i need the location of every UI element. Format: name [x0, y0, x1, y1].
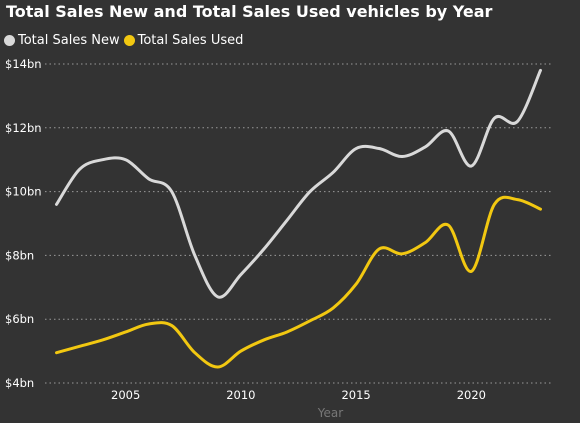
series-line-total-sales-new[interactable] — [55, 68, 542, 299]
y-tick-label-12bn: $12bn — [5, 121, 42, 135]
series-line-total-sales-used[interactable] — [55, 195, 542, 369]
legend-item-total-sales-new[interactable]: Total Sales New — [4, 33, 120, 48]
y-tick-label-10bn: $10bn — [5, 185, 42, 199]
legend-label-total-sales-used: Total Sales Used — [137, 33, 244, 48]
legend-marker-total-sales-new — [4, 35, 15, 46]
x-axis-tick-labels: 2005 2010 2015 2020 — [111, 388, 486, 402]
y-axis-tick-labels: $4bn $6bn $8bn $10bn $12bn $14bn — [5, 57, 42, 390]
legend: Total Sales New Total Sales Used — [4, 33, 247, 48]
x-tick-label-2020: 2020 — [457, 388, 486, 402]
gridlines — [45, 63, 552, 384]
x-tick-label-2005: 2005 — [111, 388, 140, 402]
x-axis-title: Year — [317, 406, 343, 420]
legend-label-total-sales-new: Total Sales New — [18, 33, 120, 48]
y-tick-label-6bn: $6bn — [5, 312, 34, 326]
y-tick-label-8bn: $8bn — [5, 248, 34, 262]
x-tick-label-2010: 2010 — [226, 388, 255, 402]
chart-title: Total Sales New and Total Sales Used veh… — [6, 2, 493, 21]
legend-marker-total-sales-used — [123, 35, 135, 46]
legend-item-total-sales-used[interactable]: Total Sales Used — [123, 33, 244, 48]
series-lines — [55, 68, 542, 369]
y-tick-label-14bn: $14bn — [5, 57, 42, 71]
y-tick-label-4bn: $4bn — [5, 376, 34, 390]
x-tick-label-2015: 2015 — [341, 388, 370, 402]
